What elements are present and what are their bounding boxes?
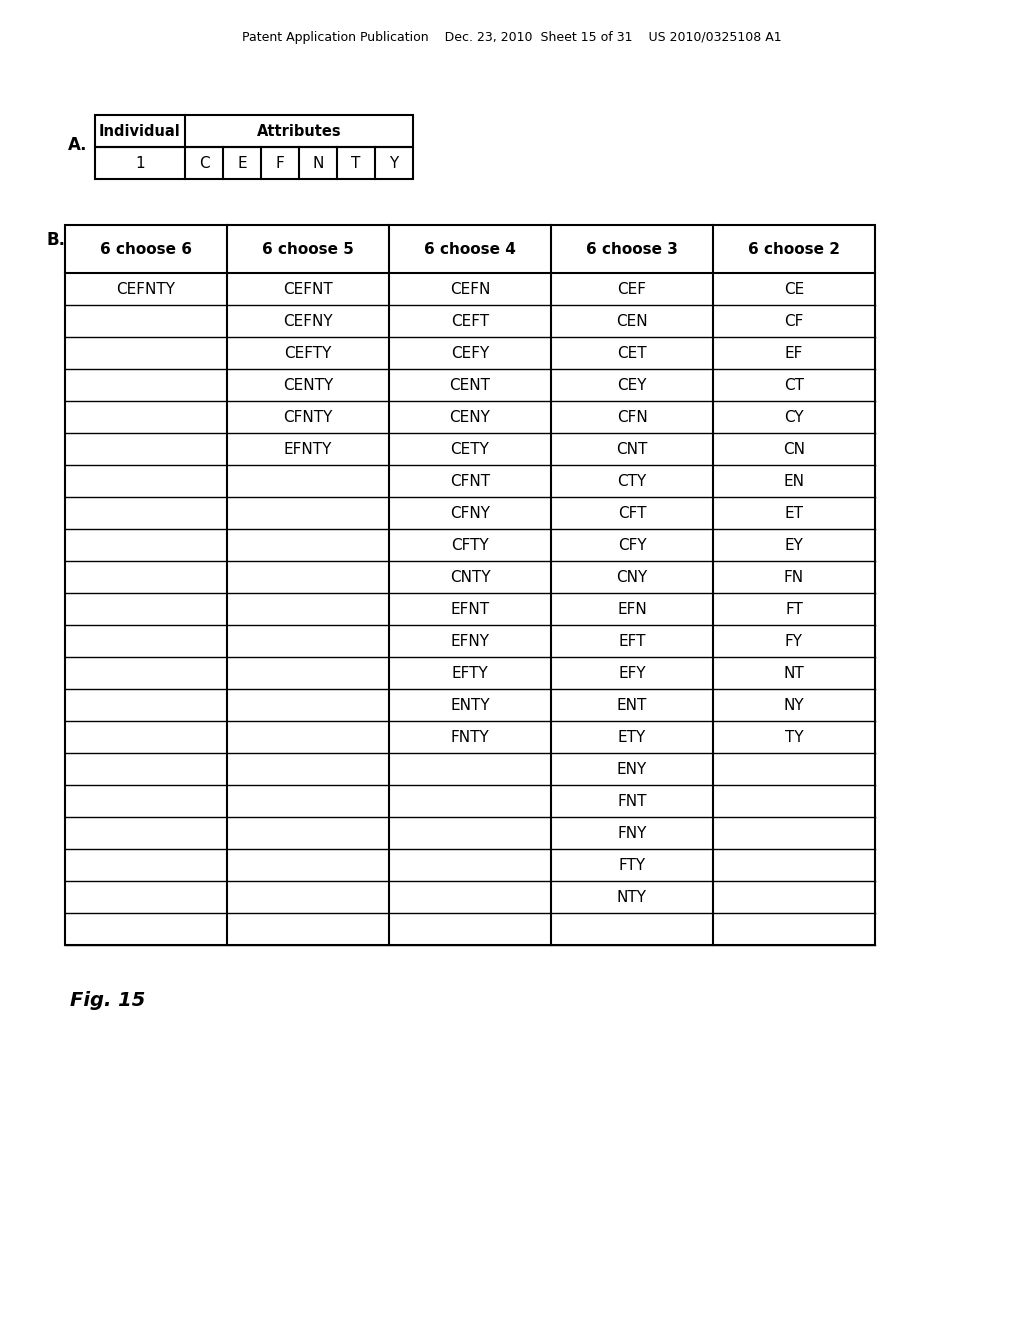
Text: FTY: FTY bbox=[618, 858, 645, 873]
Text: CNY: CNY bbox=[616, 569, 647, 585]
Text: FT: FT bbox=[785, 602, 803, 616]
Text: CY: CY bbox=[784, 409, 804, 425]
Text: CFN: CFN bbox=[616, 409, 647, 425]
Text: CEN: CEN bbox=[616, 314, 648, 329]
Text: FNT: FNT bbox=[617, 793, 647, 808]
Text: Individual: Individual bbox=[99, 124, 181, 139]
Text: EFN: EFN bbox=[617, 602, 647, 616]
Text: 6 choose 6: 6 choose 6 bbox=[100, 242, 193, 256]
Text: T: T bbox=[351, 156, 360, 170]
Text: ET: ET bbox=[784, 506, 804, 520]
Text: Patent Application Publication    Dec. 23, 2010  Sheet 15 of 31    US 2010/03251: Patent Application Publication Dec. 23, … bbox=[243, 30, 781, 44]
Text: 6 choose 3: 6 choose 3 bbox=[586, 242, 678, 256]
Text: CEFN: CEFN bbox=[450, 281, 490, 297]
Text: CT: CT bbox=[784, 378, 804, 392]
Text: EFTY: EFTY bbox=[452, 665, 488, 681]
Text: CEFNT: CEFNT bbox=[283, 281, 333, 297]
Text: CFNY: CFNY bbox=[450, 506, 490, 520]
Text: Attributes: Attributes bbox=[257, 124, 341, 139]
Text: NTY: NTY bbox=[617, 890, 647, 904]
Text: FNY: FNY bbox=[617, 825, 647, 841]
Text: Y: Y bbox=[389, 156, 398, 170]
Text: FY: FY bbox=[785, 634, 803, 648]
Text: CEFY: CEFY bbox=[451, 346, 489, 360]
Text: F: F bbox=[275, 156, 285, 170]
Text: EF: EF bbox=[784, 346, 803, 360]
Text: CN: CN bbox=[783, 441, 805, 457]
Bar bbox=[95, 115, 413, 147]
Text: NY: NY bbox=[783, 697, 804, 713]
Text: N: N bbox=[312, 156, 324, 170]
Text: A.: A. bbox=[68, 136, 87, 154]
Text: CEF: CEF bbox=[617, 281, 646, 297]
Text: CEFTY: CEFTY bbox=[285, 346, 332, 360]
Text: CET: CET bbox=[617, 346, 647, 360]
Text: CFTY: CFTY bbox=[452, 537, 488, 553]
Text: EY: EY bbox=[784, 537, 804, 553]
Text: CENTY: CENTY bbox=[283, 378, 333, 392]
Text: CNTY: CNTY bbox=[450, 569, 490, 585]
Text: CFT: CFT bbox=[617, 506, 646, 520]
Text: CTY: CTY bbox=[617, 474, 646, 488]
Text: CEY: CEY bbox=[617, 378, 647, 392]
Text: EFT: EFT bbox=[618, 634, 646, 648]
Text: EFNY: EFNY bbox=[451, 634, 489, 648]
Text: CF: CF bbox=[784, 314, 804, 329]
Text: CEFNTY: CEFNTY bbox=[117, 281, 175, 297]
Text: C: C bbox=[199, 156, 209, 170]
Text: CEFNY: CEFNY bbox=[284, 314, 333, 329]
Text: 1: 1 bbox=[135, 156, 144, 170]
Text: 6 choose 5: 6 choose 5 bbox=[262, 242, 354, 256]
Text: NT: NT bbox=[783, 665, 805, 681]
Text: TY: TY bbox=[784, 730, 803, 744]
Text: FN: FN bbox=[784, 569, 804, 585]
Text: 6 choose 4: 6 choose 4 bbox=[424, 242, 516, 256]
Text: CNT: CNT bbox=[616, 441, 648, 457]
Text: Fig. 15: Fig. 15 bbox=[70, 990, 145, 1010]
Text: EFY: EFY bbox=[618, 665, 646, 681]
Text: CFNTY: CFNTY bbox=[284, 409, 333, 425]
Text: E: E bbox=[238, 156, 247, 170]
Text: CFY: CFY bbox=[617, 537, 646, 553]
Text: CENY: CENY bbox=[450, 409, 490, 425]
Text: ENT: ENT bbox=[616, 697, 647, 713]
Text: CETY: CETY bbox=[451, 441, 489, 457]
Text: ENY: ENY bbox=[616, 762, 647, 776]
Text: CEFT: CEFT bbox=[451, 314, 489, 329]
Text: B.: B. bbox=[47, 231, 66, 249]
Text: FNTY: FNTY bbox=[451, 730, 489, 744]
Text: ETY: ETY bbox=[617, 730, 646, 744]
Text: EFNTY: EFNTY bbox=[284, 441, 332, 457]
Bar bbox=[95, 147, 413, 180]
Text: CENT: CENT bbox=[450, 378, 490, 392]
Text: 6 choose 2: 6 choose 2 bbox=[748, 242, 840, 256]
Text: ENTY: ENTY bbox=[451, 697, 489, 713]
Text: CE: CE bbox=[784, 281, 804, 297]
Text: CFNT: CFNT bbox=[450, 474, 490, 488]
Text: EN: EN bbox=[783, 474, 805, 488]
Bar bbox=[65, 224, 874, 945]
Text: EFNT: EFNT bbox=[451, 602, 489, 616]
